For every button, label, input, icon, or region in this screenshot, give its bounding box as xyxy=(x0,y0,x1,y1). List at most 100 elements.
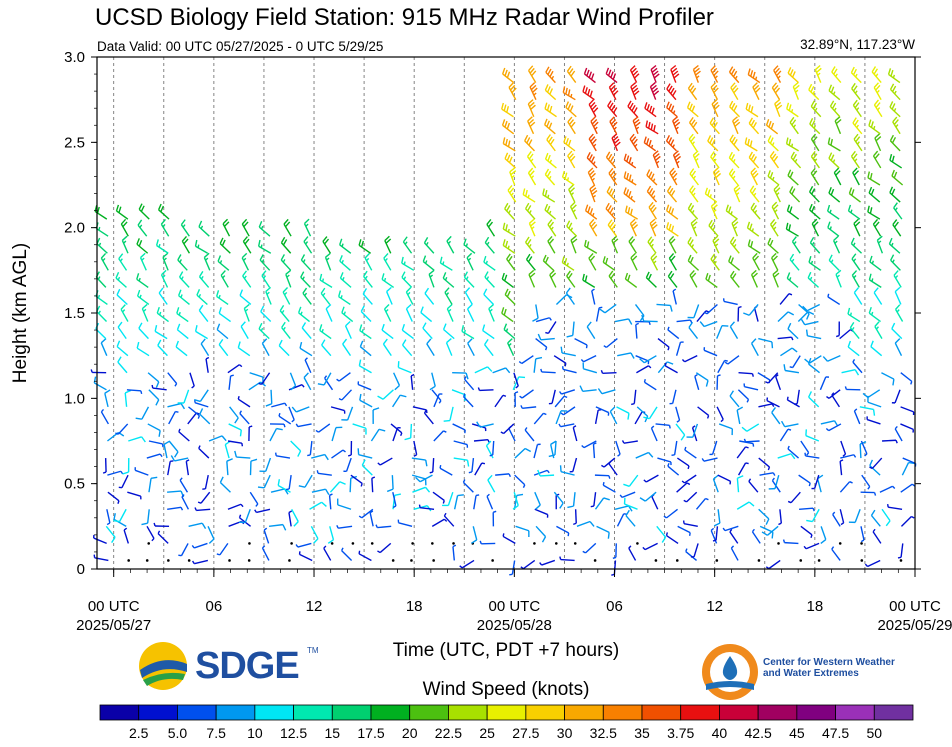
colorbar-label: 35 xyxy=(634,725,650,741)
wind-barb xyxy=(502,222,516,237)
wind-barb xyxy=(381,323,394,340)
wind-barb xyxy=(147,372,160,388)
wind-barb xyxy=(588,99,599,118)
wind-barb xyxy=(539,559,556,566)
wind-barb xyxy=(462,479,474,493)
wind-barb xyxy=(889,154,903,169)
wind-barb xyxy=(744,137,758,152)
wind-barb xyxy=(463,376,475,391)
wind-barb xyxy=(705,272,718,288)
wind-barb xyxy=(809,236,821,254)
wind-barb xyxy=(528,218,536,237)
wind-barb xyxy=(452,372,469,380)
wind-barb xyxy=(483,288,495,305)
wind-barb xyxy=(636,365,652,374)
wind-barb xyxy=(804,452,820,459)
wind-barb xyxy=(514,474,526,488)
wind-barb xyxy=(227,440,244,447)
wind-barb xyxy=(786,396,800,408)
wind-barb xyxy=(265,389,273,407)
colorbar-label: 7.5 xyxy=(206,725,226,741)
wind-barb xyxy=(433,393,443,408)
wind-barb xyxy=(724,355,740,365)
wind-barb xyxy=(879,485,896,493)
wind-barb xyxy=(681,355,698,363)
calm-dot xyxy=(452,542,455,545)
wind-barb xyxy=(630,252,638,271)
wind-barb xyxy=(628,545,637,561)
wind-barb xyxy=(787,491,801,504)
wind-barb xyxy=(783,364,800,374)
wind-barb xyxy=(167,506,184,511)
wind-barb xyxy=(524,134,535,152)
station-coordinates: 32.89°N, 117.23°W xyxy=(800,37,915,52)
wind-barb xyxy=(528,269,536,288)
wind-barb xyxy=(596,525,610,539)
colorbar-swatch xyxy=(331,704,372,721)
wind-barb xyxy=(358,239,372,254)
wind-barb xyxy=(525,253,536,271)
x-tick-label: 06 xyxy=(206,598,223,615)
wind-barb xyxy=(248,381,266,391)
wind-barb xyxy=(590,116,599,135)
wind-barb xyxy=(542,254,555,271)
wind-barb xyxy=(549,269,557,288)
wind-barb xyxy=(544,152,557,169)
colorbar-swatch xyxy=(138,704,178,721)
wind-barb xyxy=(749,185,760,203)
calm-dot xyxy=(290,542,293,545)
wind-barb xyxy=(565,101,577,118)
wind-barb xyxy=(563,136,576,152)
wind-barb xyxy=(623,187,636,203)
calm-dot xyxy=(554,542,558,545)
wind-barb xyxy=(800,318,819,326)
wind-barb xyxy=(507,338,515,356)
wind-barb xyxy=(672,288,677,305)
wind-barb xyxy=(319,324,332,340)
colorbar-swatch xyxy=(293,704,333,721)
wind-barb xyxy=(677,525,691,536)
wind-barb xyxy=(474,366,493,374)
wind-barb xyxy=(316,470,332,476)
wind-barb xyxy=(513,372,519,389)
wind-barb xyxy=(894,286,902,305)
wind-barb xyxy=(503,323,516,340)
calm-dot xyxy=(187,559,191,562)
wind-barb xyxy=(635,322,639,339)
wind-barb xyxy=(135,406,150,420)
wind-barb xyxy=(712,235,720,254)
wind-barb xyxy=(716,374,721,390)
wind-barb xyxy=(876,235,884,254)
wind-barb xyxy=(686,101,699,118)
wind-barb xyxy=(391,394,407,408)
wind-barb xyxy=(891,389,901,404)
wind-barb xyxy=(687,254,700,271)
wind-barb xyxy=(239,509,251,524)
wind-barb xyxy=(249,458,258,476)
wind-barb xyxy=(695,372,709,387)
wind-barb xyxy=(429,458,435,474)
wind-barb xyxy=(826,389,841,399)
wind-barb xyxy=(534,508,549,518)
wind-barb xyxy=(375,524,392,529)
wind-barb xyxy=(643,136,657,152)
calm-dot xyxy=(899,559,903,562)
wind-barb xyxy=(687,202,699,220)
wind-barb xyxy=(629,133,639,152)
wind-barb xyxy=(860,440,868,457)
wind-barb xyxy=(317,372,332,386)
wind-barb xyxy=(280,236,292,254)
wind-barb xyxy=(635,451,654,459)
wind-barb xyxy=(787,322,799,340)
x-tick-label: 06 xyxy=(606,598,623,615)
wind-barb xyxy=(556,525,570,537)
wind-barb xyxy=(136,341,150,357)
wind-barb xyxy=(188,522,207,530)
wind-barb xyxy=(415,474,433,483)
colorbar-swatch xyxy=(796,704,836,721)
wind-barb xyxy=(594,497,610,510)
wind-barb xyxy=(798,474,811,487)
wind-barb xyxy=(542,188,556,203)
wind-barb xyxy=(506,253,516,271)
wind-barb xyxy=(181,494,190,510)
